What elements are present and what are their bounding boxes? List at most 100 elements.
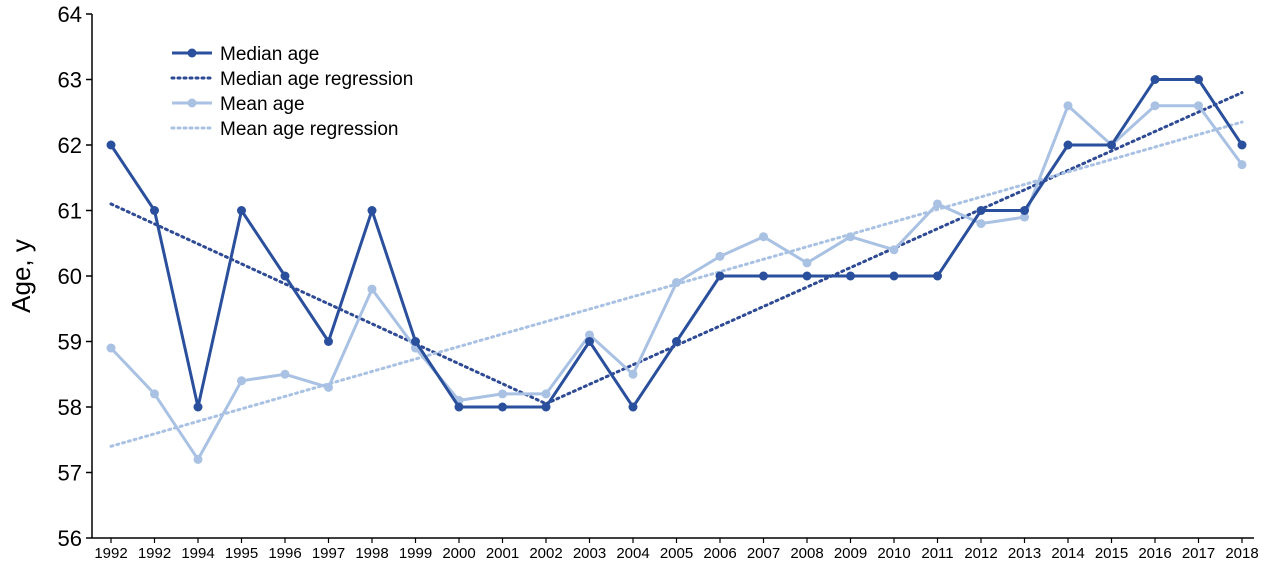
y-tick-label: 63 [58, 68, 82, 93]
x-tick-label: 1997 [312, 545, 345, 562]
x-tick-label: 2018 [1225, 545, 1258, 562]
data-point [628, 369, 638, 379]
x-tick-label: 1994 [181, 545, 214, 562]
data-point [1194, 75, 1203, 84]
data-point [802, 258, 812, 268]
data-point [933, 271, 942, 281]
x-tick-label: 2006 [703, 545, 736, 562]
data-point [1150, 101, 1160, 111]
data-point [846, 271, 855, 281]
x-tick-label: 2002 [529, 545, 562, 562]
x-tick-label: 2013 [1008, 545, 1041, 562]
data-point [1063, 101, 1073, 111]
data-point [237, 206, 246, 215]
x-tick-label: 1992 [138, 545, 171, 562]
data-point [1063, 140, 1073, 150]
legend-label: Mean age regression [220, 119, 399, 140]
x-tick-label: 1992 [94, 545, 127, 562]
data-point [280, 271, 290, 281]
data-point [933, 199, 942, 209]
x-tick-label: 1998 [355, 545, 388, 562]
data-point [541, 389, 551, 399]
y-tick-label: 62 [58, 133, 82, 158]
data-point [759, 232, 768, 242]
x-tick-label: 2004 [616, 545, 649, 562]
data-point [672, 337, 681, 346]
x-tick-label: 2003 [573, 545, 606, 562]
y-tick-label: 57 [58, 461, 82, 486]
legend-label: Median age [220, 44, 319, 65]
data-point [585, 337, 594, 346]
y-tick-label: 58 [58, 395, 82, 420]
data-point [889, 271, 899, 281]
data-point [715, 251, 725, 261]
data-point [1107, 140, 1116, 150]
x-tick-label: 2001 [486, 545, 519, 562]
x-tick-label: 2014 [1051, 545, 1084, 562]
data-point [1020, 212, 1029, 222]
x-tick-label: 2000 [442, 545, 475, 562]
data-point [976, 219, 986, 229]
data-point [411, 337, 420, 346]
data-point [1194, 101, 1203, 111]
y-tick-label: 64 [58, 2, 82, 27]
y-tick-label: 59 [58, 330, 82, 355]
data-series [106, 75, 1247, 464]
y-tick-label: 61 [58, 199, 82, 224]
data-point [237, 376, 246, 386]
data-point [672, 278, 681, 288]
legend-marker [187, 48, 197, 58]
legend-label: Mean age [220, 94, 305, 115]
data-point [280, 369, 290, 379]
data-point [802, 271, 812, 281]
data-point [976, 206, 986, 215]
x-tick-label: 2008 [790, 545, 823, 562]
data-point [1237, 160, 1247, 170]
data-point [846, 232, 855, 242]
data-point [715, 271, 725, 281]
data-point [193, 402, 203, 412]
x-tick-label: 2012 [964, 545, 997, 562]
x-tick-label: 2015 [1095, 545, 1128, 562]
y-ticks: 56 57 58 59 60 61 62 63 64 [58, 2, 92, 551]
data-point [759, 271, 768, 281]
x-ticks: 1992 1992 1994 1995 1996 1997 1998 1999 2000 2001… [94, 538, 1259, 562]
y-tick-label: 60 [58, 264, 82, 289]
data-point [454, 402, 464, 412]
data-point [106, 140, 116, 150]
data-point [498, 402, 507, 412]
x-tick-label: 2017 [1182, 545, 1215, 562]
x-tick-label: 2007 [747, 545, 780, 562]
x-tick-label: 1996 [268, 545, 301, 562]
data-point [367, 206, 377, 215]
regression-segment [109, 202, 548, 406]
legend-marker [187, 98, 197, 108]
data-point [1020, 206, 1029, 215]
data-point [367, 284, 377, 294]
data-point [1150, 75, 1160, 84]
data-point [324, 382, 333, 392]
x-tick-label: 2005 [660, 545, 693, 562]
data-point [193, 454, 203, 464]
x-tick-label: 1995 [225, 545, 258, 562]
data-point [150, 206, 159, 215]
data-point [541, 402, 551, 412]
data-point [150, 389, 159, 399]
data-point [1237, 140, 1247, 150]
data-point [585, 330, 594, 340]
x-tick-label: 2009 [834, 545, 867, 562]
data-point [628, 402, 638, 412]
x-tick-label: 2016 [1138, 545, 1171, 562]
x-tick-label: 2010 [877, 545, 910, 562]
data-point [106, 343, 116, 353]
data-point [324, 337, 333, 346]
x-tick-label: 2011 [921, 545, 953, 562]
y-tick-label: 56 [58, 526, 82, 551]
x-tick-label: 1999 [399, 545, 432, 562]
y-axis-title: Age, y [6, 239, 36, 313]
legend-label: Median age regression [220, 69, 413, 90]
data-point [498, 389, 507, 399]
data-point [889, 245, 899, 255]
legend: Median age Median age regression Mean age M… [170, 44, 413, 140]
